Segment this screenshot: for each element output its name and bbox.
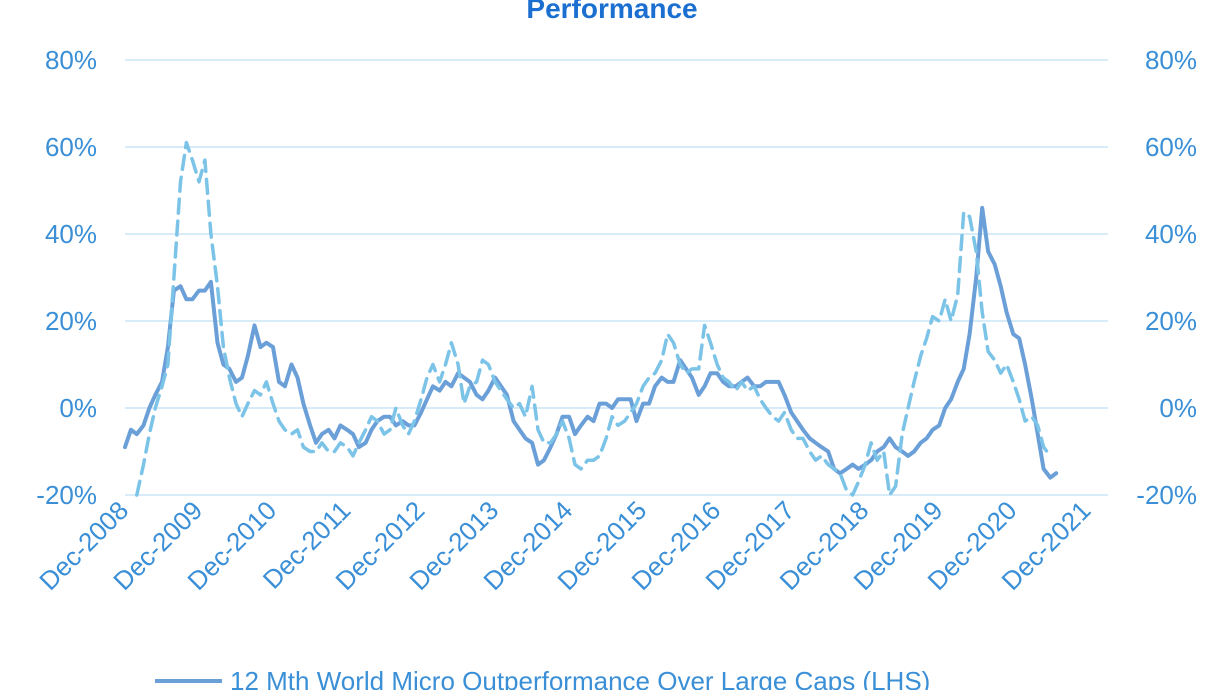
y-axis-right: -20% 0% 20% 40% 60% 80% xyxy=(1136,45,1197,510)
gridlines xyxy=(125,59,1108,496)
legend: 12 Mth World Micro Outperformance Over L… xyxy=(155,666,930,690)
y-right-tick-label: 60% xyxy=(1145,132,1197,162)
y-left-tick-label: -20% xyxy=(36,480,97,510)
y-right-tick-label: 40% xyxy=(1145,219,1197,249)
y-right-tick-label: 80% xyxy=(1145,45,1197,75)
y-left-tick-label: 0% xyxy=(59,393,97,423)
legend-label-solid: 12 Mth World Micro Outperformance Over L… xyxy=(230,666,930,690)
chart-title: Performance xyxy=(526,0,697,24)
y-left-tick-label: 80% xyxy=(45,45,97,75)
series-line-dashed xyxy=(135,140,1053,497)
y-left-tick-label: 60% xyxy=(45,132,97,162)
y-right-tick-label: 0% xyxy=(1159,393,1197,423)
y-left-tick-label: 40% xyxy=(45,219,97,249)
y-axis-left: -20% 0% 20% 40% 60% 80% xyxy=(36,45,97,510)
y-right-tick-label: 20% xyxy=(1145,306,1197,336)
series-line-solid xyxy=(123,205,1059,480)
series-lines xyxy=(123,140,1059,497)
y-left-tick-label: 20% xyxy=(45,306,97,336)
y-right-tick-label: -20% xyxy=(1136,480,1197,510)
x-axis: Dec-2008Dec-2009Dec-2010Dec-2011Dec-2012… xyxy=(33,495,1096,596)
